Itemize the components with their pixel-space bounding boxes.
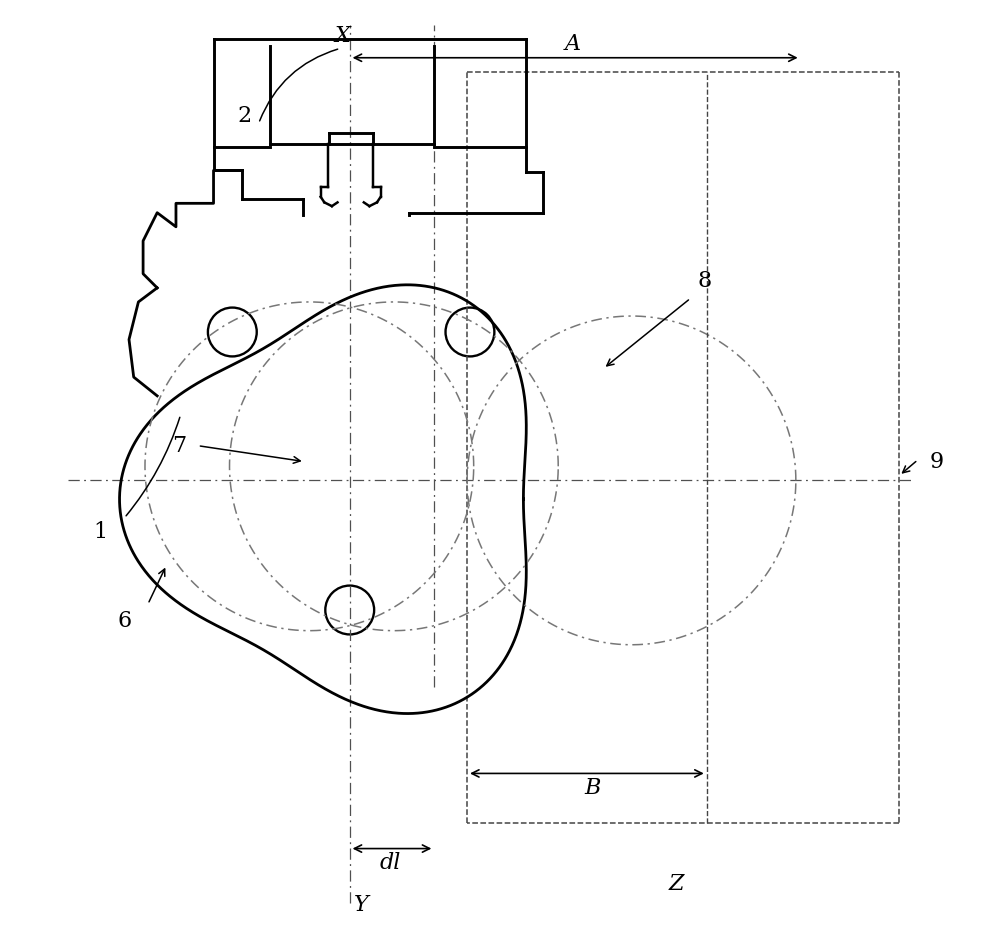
Text: A: A bbox=[565, 33, 581, 55]
Text: 9: 9 bbox=[930, 450, 944, 473]
Text: Z: Z bbox=[669, 873, 684, 895]
Text: 8: 8 bbox=[698, 270, 712, 292]
Text: 6: 6 bbox=[117, 610, 131, 632]
Text: dl: dl bbox=[379, 852, 401, 873]
Text: X: X bbox=[334, 25, 350, 47]
Text: 7: 7 bbox=[172, 434, 186, 457]
Text: Y: Y bbox=[354, 894, 368, 916]
Text: B: B bbox=[584, 776, 600, 799]
Text: 1: 1 bbox=[94, 521, 108, 543]
Text: 2: 2 bbox=[237, 105, 252, 127]
